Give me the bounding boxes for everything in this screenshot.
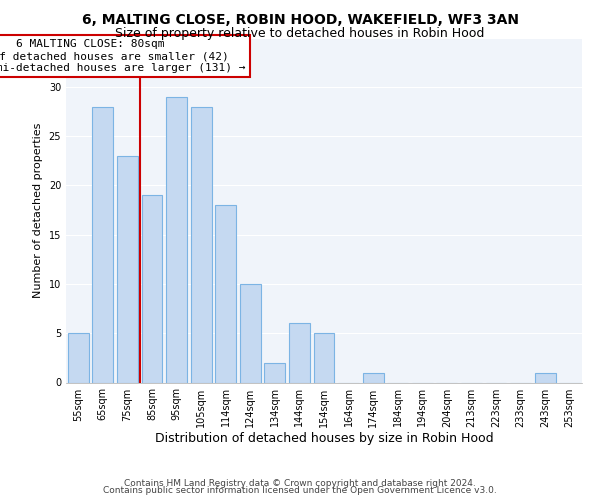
Bar xyxy=(142,195,163,382)
Text: Contains HM Land Registry data © Crown copyright and database right 2024.: Contains HM Land Registry data © Crown c… xyxy=(124,478,476,488)
Text: Contains public sector information licensed under the Open Government Licence v3: Contains public sector information licen… xyxy=(103,486,497,495)
Text: 6 MALTING CLOSE: 80sqm
← 24% of detached houses are smaller (42)
75% of semi-det: 6 MALTING CLOSE: 80sqm ← 24% of detached… xyxy=(0,40,246,72)
Y-axis label: Number of detached properties: Number of detached properties xyxy=(33,122,43,298)
Bar xyxy=(117,156,138,382)
Bar xyxy=(68,333,89,382)
Bar xyxy=(362,372,383,382)
Bar xyxy=(215,205,236,382)
Bar xyxy=(265,363,286,382)
Bar xyxy=(535,372,556,382)
Bar xyxy=(314,333,334,382)
Bar xyxy=(289,324,310,382)
Text: 6, MALTING CLOSE, ROBIN HOOD, WAKEFIELD, WF3 3AN: 6, MALTING CLOSE, ROBIN HOOD, WAKEFIELD,… xyxy=(82,12,518,26)
Bar xyxy=(92,106,113,382)
X-axis label: Distribution of detached houses by size in Robin Hood: Distribution of detached houses by size … xyxy=(155,432,493,446)
Bar xyxy=(166,96,187,383)
Bar xyxy=(191,106,212,382)
Bar xyxy=(240,284,261,382)
Text: Size of property relative to detached houses in Robin Hood: Size of property relative to detached ho… xyxy=(115,28,485,40)
